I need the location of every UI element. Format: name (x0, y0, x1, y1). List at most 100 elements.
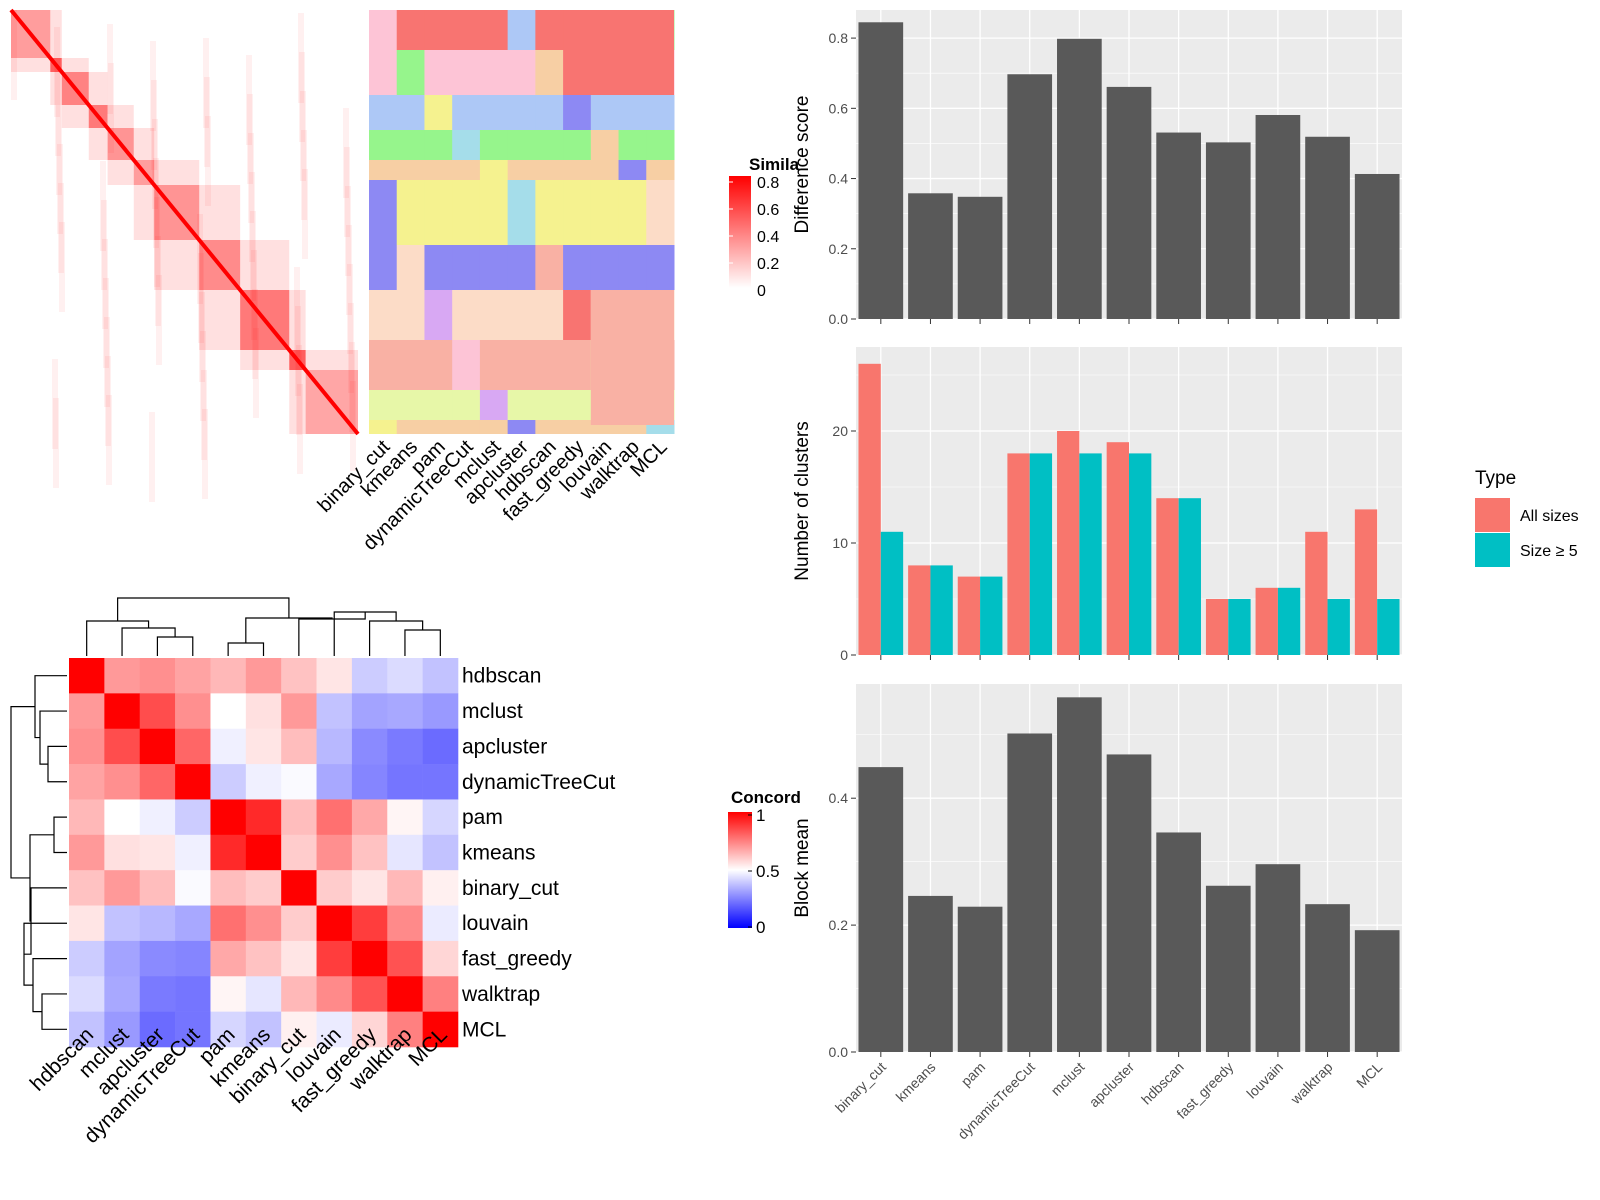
bar-hdbscan (1156, 832, 1201, 1052)
assignment-cell (424, 420, 453, 434)
bar-kmeans-all-sizes (908, 565, 931, 655)
concordance-cell-dynamicTreeCut-louvain (316, 764, 353, 800)
concordance-cell-kmeans-kmeans (245, 834, 282, 871)
assignment-cell (590, 180, 620, 245)
concordance-legend-tick-label: 0 (756, 918, 765, 937)
assignment-cell (452, 10, 481, 50)
assignment-cell (479, 245, 509, 290)
assignment-cell (646, 245, 675, 290)
similarity-noise (198, 253, 204, 343)
concordance-row-label-binary_cut: binary_cut (462, 877, 559, 900)
concordance-cell-binary_cut-fast_greedy (351, 870, 388, 906)
similarity-noise (301, 130, 307, 220)
concordance-row-label-pam: pam (462, 806, 503, 829)
bar-apcluster-size-ge-5 (1129, 453, 1152, 655)
type-legend-title: Type (1475, 468, 1516, 489)
concordance-cell-hdbscan-binary_cut (281, 658, 317, 694)
bar-walktrap-size-ge-5 (1327, 599, 1350, 655)
assignment-cell (396, 130, 425, 160)
concordance-cell-walktrap-fast_greedy (351, 976, 388, 1012)
concordance-cell-hdbscan-louvain (316, 658, 353, 694)
y-axis-title: Block mean (792, 818, 813, 917)
row-dendrogram-branch (41, 993, 67, 1030)
assignment-cell (507, 245, 536, 290)
assignment-cell (452, 340, 481, 390)
assignment-cell (396, 160, 425, 180)
column-dendrogram-branch (245, 617, 333, 643)
concordance-cell-fast_greedy-binary_cut (281, 940, 317, 977)
similarity-offblock (61, 58, 89, 72)
concordance-cell-kmeans-hdbscan (69, 834, 105, 871)
concordance-cell-pam-apcluster (139, 799, 176, 836)
similarity-noise (103, 278, 109, 368)
concordance-cell-fast_greedy-mclust (104, 940, 141, 977)
assignment-cell (563, 10, 674, 95)
concordance-row-label-louvain: louvain (462, 912, 529, 935)
similarity-noise (252, 289, 258, 379)
y-tick-label: 0.0 (829, 1044, 849, 1060)
assignment-cell (396, 340, 425, 390)
assignment-cell (424, 130, 453, 160)
assignment-cell (590, 130, 620, 160)
concordance-cell-pam-kmeans (245, 799, 282, 836)
bar-mclust (1057, 697, 1102, 1052)
concordance-cell-dynamicTreeCut-dynamicTreeCut (175, 764, 211, 800)
concordance-cell-walktrap-walktrap (387, 976, 423, 1012)
column-dendrogram-branch (86, 620, 150, 656)
bar-hdbscan-size-ge-5 (1178, 498, 1201, 655)
assignment-cell (507, 340, 536, 390)
concordance-cell-mclust-binary_cut (281, 693, 317, 730)
concordance-cell-fast_greedy-louvain (316, 940, 353, 977)
similarity-noise (104, 317, 110, 407)
legend-label-size-ge-5: Size ≥ 5 (1520, 543, 1578, 560)
bar-apcluster-all-sizes (1106, 442, 1129, 655)
assignment-cell (452, 390, 481, 420)
assignment-cell (590, 95, 620, 130)
concordance-cell-mclust-hdbscan (69, 693, 105, 730)
similarity-noise (297, 384, 303, 474)
concordance-cell-apcluster-mclust (104, 728, 141, 765)
concordance-cell-dynamicTreeCut-walktrap (387, 764, 423, 800)
assignment-cell (618, 130, 647, 160)
bar-fast_greedy-size-ge-5 (1228, 599, 1251, 655)
concordance-cell-binary_cut-hdbscan (69, 870, 105, 906)
similarity-noise (298, 13, 304, 103)
concordance-cell-apcluster-fast_greedy (351, 728, 388, 765)
x-tick-label-binary_cut: binary_cut (832, 1059, 889, 1116)
bar-dynamicTreeCut-all-sizes (1007, 453, 1030, 655)
column-dendrogram-branch (404, 629, 441, 656)
concordance-cell-louvain-pam (210, 905, 247, 942)
bar-fast_greedy (1205, 142, 1251, 319)
assignment-cell (369, 95, 398, 130)
bar-apcluster (1106, 86, 1152, 319)
similarity-noise (108, 63, 114, 153)
similarity-noise (204, 77, 210, 167)
assignment-cell (479, 390, 509, 420)
concordance-cell-apcluster-louvain (316, 728, 353, 765)
assignment-cell (369, 180, 398, 245)
assignment-cell (507, 160, 536, 180)
concordance-cell-walktrap-louvain (316, 976, 353, 1012)
similarity-noise (58, 183, 64, 273)
assignment-cell (563, 160, 592, 180)
concordance-cell-kmeans-pam (210, 834, 247, 871)
x-tick-label-mclust: mclust (1048, 1059, 1088, 1099)
concordance-cell-dynamicTreeCut-pam (210, 764, 247, 800)
similarity-noise (150, 41, 156, 131)
similarity-noise (152, 119, 158, 209)
assignment-cell (479, 420, 509, 434)
assignment-cell (369, 420, 398, 434)
bar-walktrap (1305, 136, 1350, 319)
concordance-cell-hdbscan-MCL (422, 658, 459, 694)
concordance-cell-walktrap-MCL (422, 976, 459, 1012)
concordance-legend-title: Concord (731, 788, 801, 807)
assignment-cell (646, 130, 675, 160)
assignment-cell (646, 160, 675, 180)
similarity-offblock (61, 105, 89, 128)
similarity-noise (54, 27, 60, 117)
concordance-cell-dynamicTreeCut-MCL (422, 764, 459, 800)
concordance-cell-hdbscan-apcluster (139, 658, 176, 694)
y-tick-label: 0 (840, 647, 848, 663)
concordance-row-label-MCL: MCL (462, 1018, 506, 1041)
